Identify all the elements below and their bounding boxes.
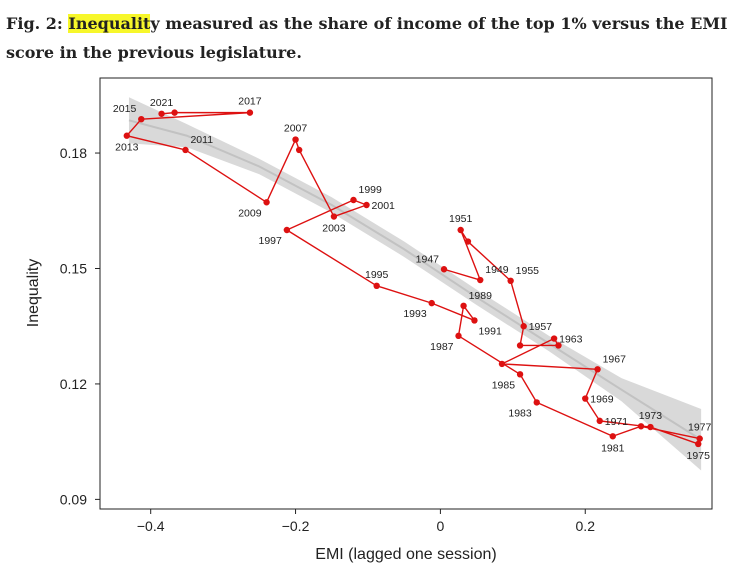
point-1947 [440, 266, 448, 273]
caption-rest: y measured as the share of income of the… [6, 14, 728, 62]
point-2009 [263, 199, 270, 206]
point-1953 [464, 238, 472, 245]
point-1991 [471, 317, 478, 324]
point-label-1977: 1977 [688, 422, 712, 434]
point-2007 [292, 136, 299, 143]
point-label-1991: 1991 [478, 325, 502, 337]
point-2017 [246, 109, 254, 116]
point-1981 [609, 433, 616, 440]
point-1983 [533, 399, 540, 406]
point-2021 [158, 110, 165, 117]
point-label-2021: 2021 [150, 97, 174, 109]
point-1989 [460, 302, 467, 310]
point-1967 [594, 366, 601, 373]
point-1993 [428, 299, 435, 307]
point-1985 [516, 371, 524, 378]
point-label-1981: 1981 [601, 442, 625, 454]
caption-highlight: Inequalit [68, 14, 151, 33]
point-1995 [373, 282, 380, 290]
point-label-1969: 1969 [590, 394, 614, 406]
point-label-1997: 1997 [258, 235, 282, 247]
point-1949 [477, 276, 484, 284]
point-label-2013: 2013 [115, 142, 139, 154]
point-1969 [582, 395, 589, 402]
point-1977 [696, 435, 703, 442]
point-label-1993: 1993 [403, 308, 427, 320]
x-tick-label: −0.2 [282, 518, 310, 534]
point-1951 [457, 226, 464, 234]
point-label-1985: 1985 [492, 379, 516, 391]
point-label-2017: 2017 [238, 96, 262, 108]
point-1957 [520, 323, 527, 330]
figure-caption: Fig. 2: Inequality measured as the share… [6, 9, 730, 67]
point-1961 [555, 342, 562, 349]
point-label-2007: 2007 [284, 123, 308, 135]
point-1959 [516, 342, 524, 349]
point-2019 [171, 109, 178, 116]
y-tick-label: 0.12 [60, 376, 87, 392]
point-label-1999: 1999 [358, 184, 382, 196]
y-tick-label: 0.09 [60, 491, 87, 507]
point-2015 [138, 115, 145, 123]
point-label-1973: 1973 [639, 410, 663, 422]
point-1979 [637, 423, 645, 430]
point-1975 [695, 440, 702, 448]
point-2005 [295, 146, 303, 154]
point-label-1989: 1989 [469, 290, 493, 302]
point-label-2009: 2009 [238, 207, 262, 219]
point-2003 [330, 213, 338, 220]
point-label-1971: 1971 [605, 416, 629, 428]
point-label-2011: 2011 [190, 134, 213, 146]
x-tick-label: 0 [437, 518, 445, 534]
point-2001 [363, 201, 370, 209]
point-1963 [550, 335, 558, 342]
point-1965 [498, 360, 506, 368]
point-label-1957: 1957 [529, 321, 553, 333]
x-tick-label: 0.2 [576, 518, 596, 534]
point-label-1975: 1975 [687, 450, 711, 462]
caption-prefix: Fig. 2: [6, 14, 69, 33]
point-label-1951: 1951 [449, 213, 473, 225]
x-tick-label: −0.4 [137, 518, 165, 534]
point-label-2003: 2003 [322, 223, 346, 235]
point-1973 [647, 423, 654, 431]
point-1987 [455, 332, 462, 340]
point-label-1967: 1967 [603, 353, 627, 365]
y-tick-label: 0.15 [60, 260, 87, 276]
point-label-2015: 2015 [113, 103, 137, 115]
point-1971 [596, 417, 603, 425]
point-label-1963: 1963 [559, 334, 583, 346]
point-1955 [507, 277, 514, 285]
point-label-1949: 1949 [485, 264, 509, 276]
point-1999 [350, 196, 357, 204]
y-tick-label: 0.18 [60, 145, 87, 161]
point-label-1983: 1983 [508, 407, 532, 419]
y-axis-title: Inequality [25, 259, 42, 328]
point-2011 [182, 146, 189, 154]
x-axis-title: EMI (lagged one session) [315, 546, 496, 563]
point-label-1955: 1955 [516, 265, 540, 277]
point-2013 [123, 132, 130, 139]
point-label-1995: 1995 [365, 269, 389, 281]
point-label-2001: 2001 [372, 200, 396, 212]
point-1997 [283, 226, 291, 234]
series-path [126, 111, 701, 445]
point-label-1947: 1947 [416, 253, 440, 265]
point-label-1987: 1987 [430, 341, 454, 353]
trend-line [128, 119, 702, 441]
